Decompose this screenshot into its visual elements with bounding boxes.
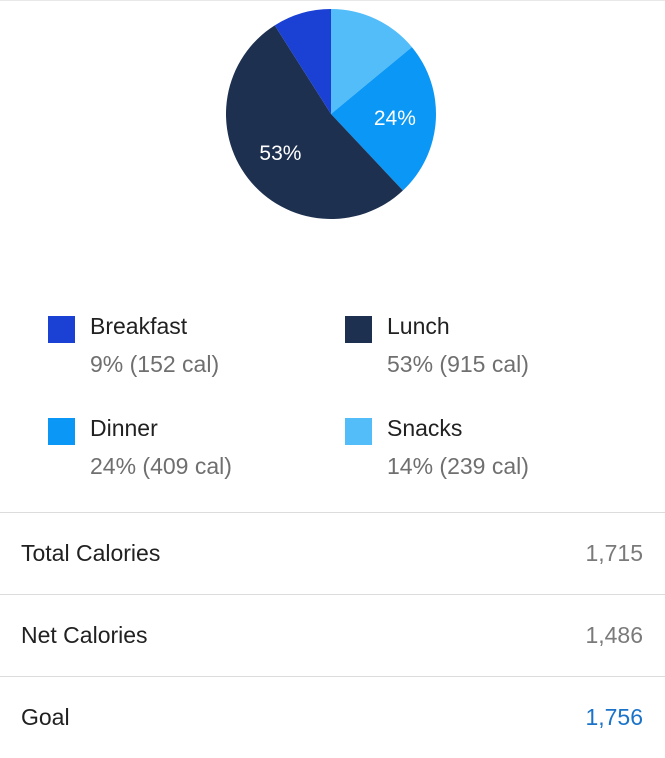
pie-slice-label-dinner: 24%: [374, 107, 416, 130]
chart-legend: Breakfast 9% (152 cal) Lunch 53% (915 ca…: [0, 300, 665, 510]
pie-slice-dinner: [331, 47, 436, 191]
calorie-pie-chart: 24% 53%: [226, 9, 436, 220]
net-calories-label: Net Calories: [21, 622, 148, 648]
legend-item-snacks: Snacks 14% (239 cal): [345, 402, 635, 482]
legend-label-snacks: Snacks: [387, 415, 463, 441]
legend-swatch-lunch: [345, 316, 372, 343]
legend-swatch-dinner: [48, 418, 75, 445]
net-calories-row: Net Calories 1,486: [0, 594, 665, 676]
total-calories-row: Total Calories 1,715: [0, 512, 665, 594]
net-calories-value: 1,486: [585, 622, 643, 648]
legend-swatch-snacks: [345, 418, 372, 445]
legend-item-lunch: Lunch 53% (915 cal): [345, 300, 635, 380]
legend-detail-lunch: 53% (915 cal): [387, 351, 529, 377]
goal-label: Goal: [21, 704, 70, 730]
legend-label-lunch: Lunch: [387, 313, 450, 339]
legend-item-breakfast: Breakfast 9% (152 cal): [48, 300, 338, 380]
legend-item-dinner: Dinner 24% (409 cal): [48, 402, 338, 482]
legend-detail-breakfast: 9% (152 cal): [90, 351, 220, 377]
pie-slice-snacks: [331, 9, 412, 114]
pie-slice-label-lunch: 53%: [259, 142, 301, 165]
legend-detail-snacks: 14% (239 cal): [387, 453, 529, 479]
legend-label-dinner: Dinner: [90, 415, 158, 441]
top-divider: [0, 0, 665, 1]
pie-slice-breakfast: [274, 9, 331, 114]
goal-row: Goal 1,756: [0, 676, 665, 758]
legend-label-breakfast: Breakfast: [90, 313, 188, 339]
total-calories-value: 1,715: [585, 540, 643, 566]
legend-detail-dinner: 24% (409 cal): [90, 453, 232, 479]
total-calories-label: Total Calories: [21, 540, 161, 566]
pie-slice-lunch: [226, 25, 403, 220]
legend-swatch-breakfast: [48, 316, 75, 343]
goal-value: 1,756: [585, 704, 643, 730]
